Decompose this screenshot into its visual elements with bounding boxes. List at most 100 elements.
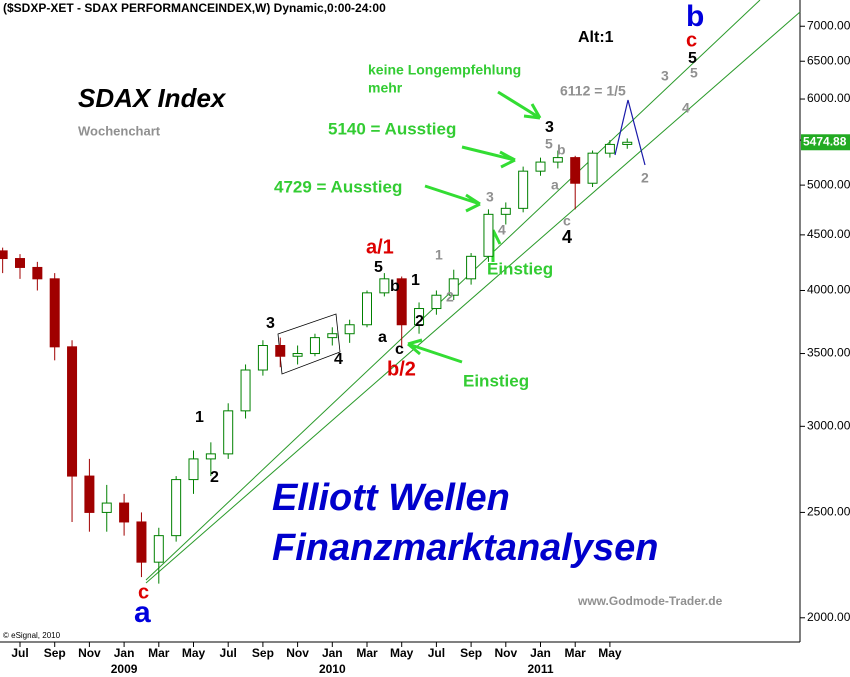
y-tick-label: 4500.00 [807,227,850,241]
annotation: 1 [411,272,420,289]
candle-body [49,278,60,348]
annotation: 4 [498,222,506,238]
x-tick-label: Mar [565,646,587,660]
candle-body [171,479,182,537]
y-tick-label: 4000.00 [807,283,850,297]
annotation: Finanzmarktanalysen [272,527,658,569]
candle-body [535,161,546,172]
annotation: b [557,142,566,158]
annotation: 4 [562,227,572,247]
candle-body [153,535,164,563]
chart-subtitle: SDAX Index [78,83,227,113]
candle-body [431,294,442,310]
annotation: 2 [415,313,424,330]
annotation: Einstieg [463,371,529,390]
arrow [407,338,463,364]
annotation: 1 [195,409,204,426]
candle-body [466,255,477,280]
annotation: c [686,29,697,51]
annotation: 3 [486,189,494,205]
x-tick-label: Jan [322,646,343,660]
annotation: a [378,329,387,346]
arrows [407,90,542,364]
x-tick-label: Mar [356,646,378,660]
annotation: 2 [446,289,454,305]
x-tick-label: Jan [114,646,135,660]
annotation: b [686,0,704,33]
candle-body [327,333,338,339]
candle-body [257,345,268,371]
x-tick-label: Mar [148,646,170,660]
candle-body [205,453,216,460]
annotation: c [563,213,571,229]
candle-body [483,213,494,257]
annotation: 2 [210,469,219,486]
annotation: 1 [435,247,443,263]
candle-body [396,278,407,326]
annotation: c [138,581,149,603]
candle-body [570,157,581,184]
annotation: 2 [641,170,649,186]
x-tick-label: May [182,646,206,660]
x-tick-label: Sep [460,646,482,660]
annotation: a [134,596,151,629]
x-tick-label: Nov [286,646,309,660]
arrow [461,145,516,169]
x-tick-label: Jul [220,646,237,660]
x-tick-label: Sep [252,646,274,660]
chart-note: Wochenchart [78,123,161,138]
x-tick-label: Nov [494,646,517,660]
chart-title: ($SDXP-XET - SDAX PERFORMANCEINDEX,W) Dy… [3,1,386,15]
year-label: 2011 [527,662,553,676]
candle-body [414,308,425,326]
candle-body [15,258,25,268]
y-tick-label: 6500.00 [807,53,850,67]
candle-body [552,157,563,163]
trend-line [145,11,801,584]
annotation: keine Longempfehlung [368,62,521,78]
arrow [497,90,542,120]
x-tick-label: May [598,646,622,660]
x-tick-label: May [390,646,414,660]
y-tick-label: 3000.00 [807,418,850,432]
year-label: 2009 [111,662,138,676]
candle-body [362,292,372,326]
candle-body [604,143,615,154]
x-tick-label: Jan [530,646,551,660]
annotation: 3 [545,119,554,136]
candle-body [587,152,598,184]
annotation: 5140 = Ausstieg [328,119,456,138]
y-tick-label: 2500.00 [807,505,850,519]
annotation: 4 [334,351,343,368]
annotation: 4729 = Ausstieg [274,177,402,196]
y-tick-label: 7000.00 [807,18,850,32]
candle-body [309,337,320,355]
last-price-box [801,134,850,151]
candle-body [84,475,95,513]
projection-line [614,99,646,166]
annotation: © eSignal, 2010 [3,631,61,640]
candle-body [136,521,147,563]
annotation: 5 [374,259,383,276]
annotation: Elliott Wellen [272,477,510,519]
annotation: 5 [688,50,697,67]
y-tick-label: 6000.00 [807,91,850,105]
y-tick-label: 5000.00 [807,177,850,191]
annotation: 3 [266,315,275,332]
annotation: 3 [661,68,669,84]
y-tick-label: 3500.00 [807,346,850,360]
candle-body [101,502,112,513]
annotation: 4 [682,100,690,116]
annotation: a [551,177,559,193]
candle-body [119,502,130,523]
candle-body [622,141,633,145]
x-tick-label: Nov [78,646,101,660]
annotation: b/2 [387,358,416,380]
x-tick-label: Sep [44,646,66,660]
candle-body [240,369,251,412]
y-tick-label: 2000.00 [807,610,850,624]
annotation: www.Godmode-Trader.de [577,594,723,608]
candle-body [518,170,529,209]
candle-body [188,458,199,481]
